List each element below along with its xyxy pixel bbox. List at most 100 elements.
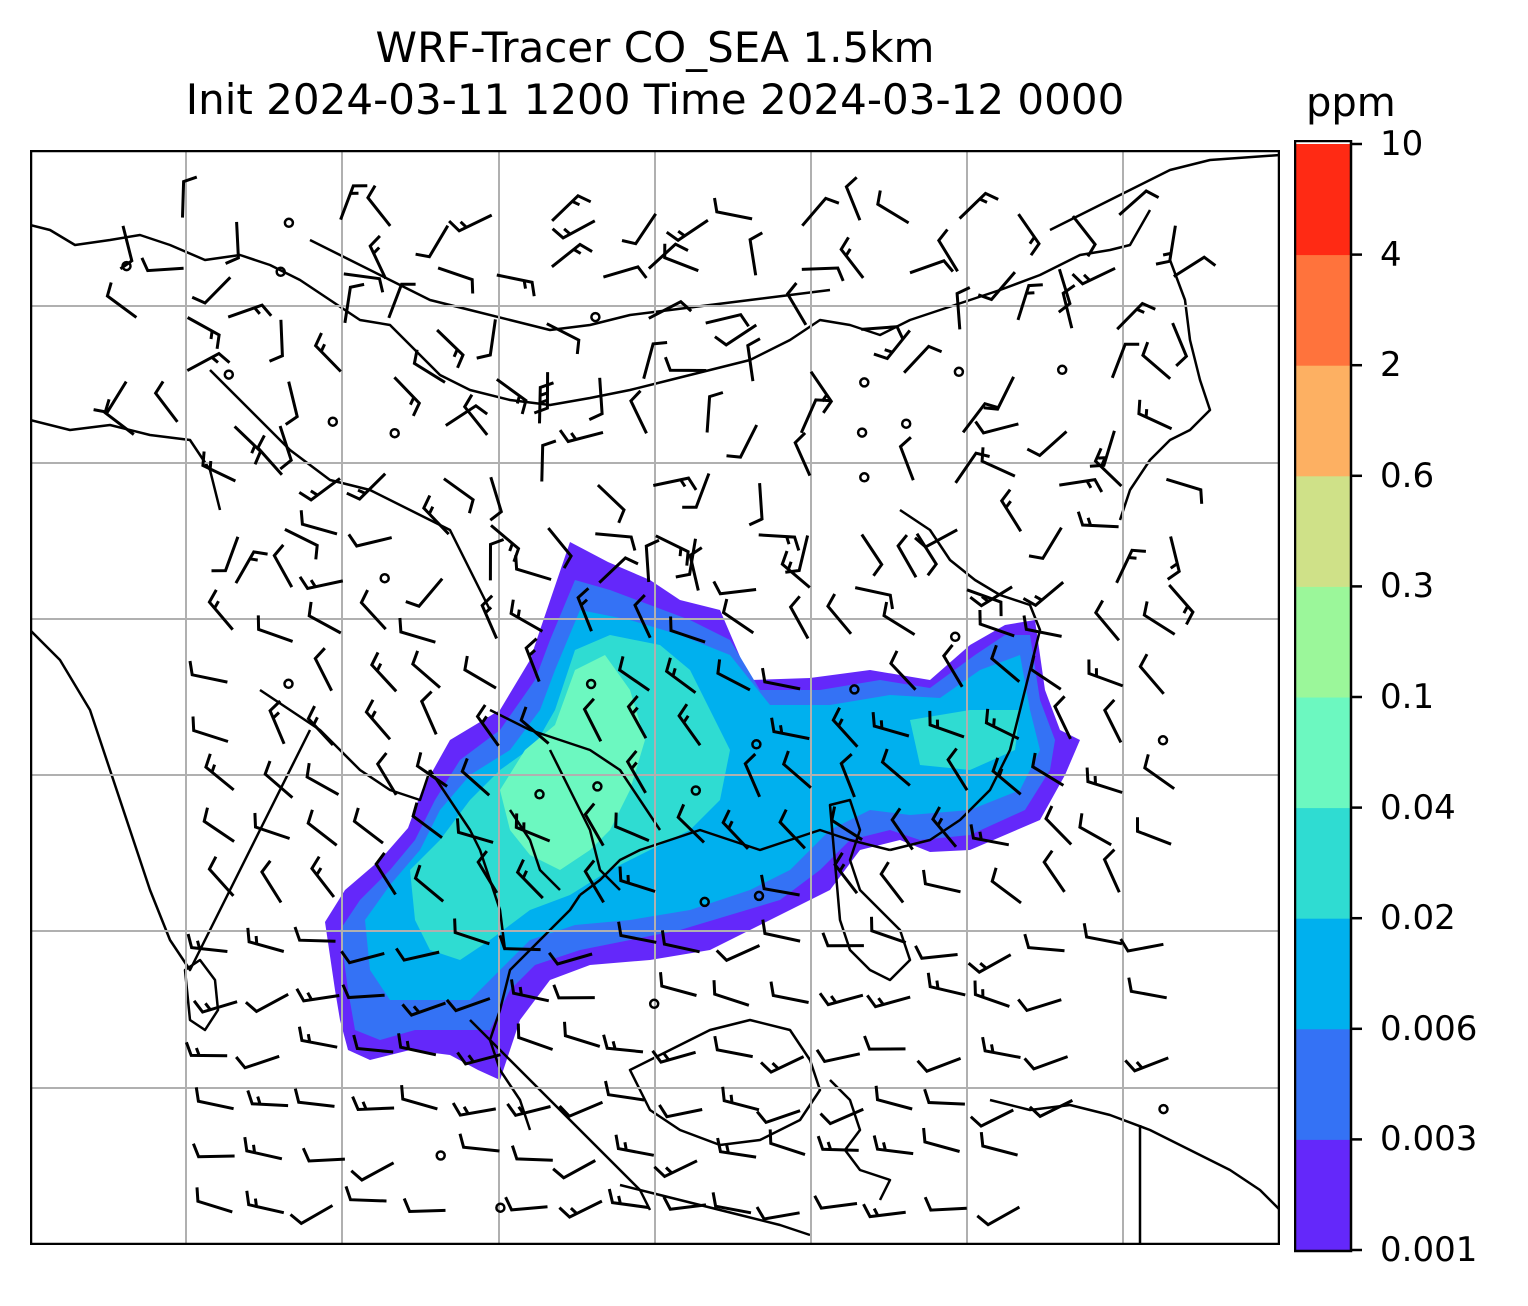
wind-barb [880,748,911,787]
colorbar-tick-label: 0.3 [1380,566,1435,607]
calm-wind-circle [389,427,400,439]
wind-barb [598,556,639,584]
wind-barb [582,697,603,742]
wind-barb [652,476,698,491]
wind-barb [705,391,724,433]
wind-barb [1017,213,1041,257]
wind-barb [576,587,593,632]
wind-barb [347,533,393,548]
colorbar-tick-label: 0.003 [1380,1119,1478,1160]
wind-barb [186,351,231,372]
wind-barb [253,812,291,840]
wind-barb [140,257,184,273]
wind-barb [926,972,966,997]
wind-barb [826,593,853,635]
wind-barb [711,1192,752,1215]
wind-barb [256,434,284,476]
wind-barb [299,510,338,536]
wind-barb [876,190,910,225]
wind-barb [621,212,657,246]
wind-barb [551,219,596,240]
colorbar-band-0.001 [1295,1139,1351,1251]
calm-wind-circle [223,369,235,380]
wind-barb [1166,536,1181,581]
wind-barb [514,555,552,581]
wind-barb [903,344,943,374]
wind-barb [186,316,221,350]
wind-barb [799,398,830,434]
colorbar-tick-label: 0.02 [1380,898,1456,939]
tracer-plume [325,542,1080,1080]
wind-barb [629,389,648,434]
wind-barb [344,1185,387,1203]
wind-barb [188,660,228,684]
gridlines [30,150,1280,1245]
wind-barb [659,972,697,997]
wind-barb [368,234,387,280]
wind-barb [1026,430,1068,458]
wind-barb [194,1087,234,1111]
wind-barb [181,175,198,218]
colorbar-band-0.6 [1295,365,1351,477]
wind-barb [558,429,604,444]
wind-barb [495,378,528,415]
wind-barb [343,282,365,324]
wind-barb [655,534,690,566]
coastline-korea-japan [1049,153,1280,232]
coastline-new-guinea [989,1098,1280,1211]
wind-barb [245,1190,285,1215]
wind-barb [415,224,450,259]
wind-barb [268,699,286,745]
colorbar-ticks [1351,142,1362,1252]
wind-barb [862,1203,906,1219]
wind-barb [489,476,504,522]
wind-barb [415,752,448,788]
wind-barb [633,594,652,639]
wind-barb [870,916,907,945]
colorbar-band-4 [1295,144,1351,256]
calm-wind-circle [1157,735,1169,746]
wind-barb [558,1199,603,1219]
wind-barb [714,323,758,347]
wind-barb [278,425,293,471]
wind-barb [990,644,1021,683]
wind-barb [755,1206,800,1221]
wind-barb [284,381,299,426]
wind-barb [437,266,475,294]
wind-barb [351,1096,395,1112]
border-china-mongolia [309,238,831,332]
wind-barb [498,934,541,952]
wind-barb [460,757,491,797]
wind-barb [882,601,916,636]
wind-barb [301,1147,345,1163]
wind-barb [1016,283,1043,321]
wind-barb [721,809,750,850]
wind-barb [401,1001,446,1017]
wind-barb [211,536,240,573]
wind-barb [227,303,273,319]
wind-barb [444,403,489,427]
wind-barb [866,994,911,1009]
wind-barb [1061,284,1076,329]
wind-barb [583,802,605,847]
wind-barb [397,1033,437,1057]
wind-barb [780,550,811,589]
colorbar-tick-label: 2 [1380,345,1402,386]
wind-barb [1102,698,1123,744]
wind-barb [310,855,336,898]
calm-wind-circle [327,416,339,427]
wind-barb [298,575,344,591]
wind-barb [369,651,398,693]
wind-barb [207,856,235,897]
wind-barb [552,1159,597,1180]
wind-barb [1142,601,1176,636]
wind-barb [607,1188,649,1209]
calm-wind-circle [592,781,603,792]
wind-barb [602,265,648,279]
wind-barb [445,997,491,1013]
wind-barb [538,381,554,424]
wind-barb [914,945,958,960]
wind-barb [422,494,450,536]
colorbar-band-0.02 [1295,807,1351,919]
wind-barb [844,176,862,221]
